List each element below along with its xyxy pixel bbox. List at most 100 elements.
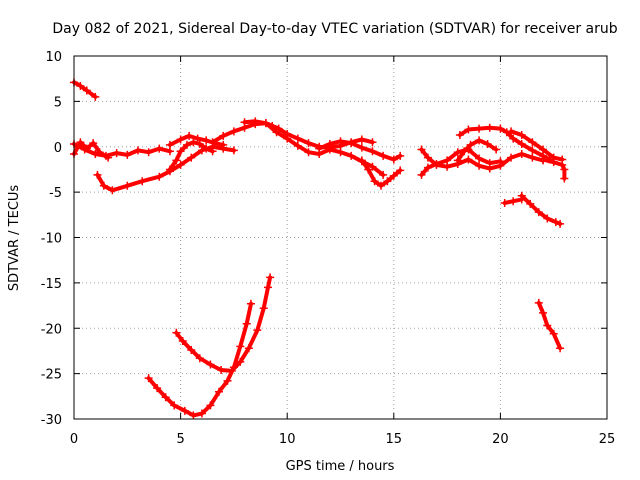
y-tick-label: -15	[41, 277, 62, 292]
data-point	[464, 125, 473, 134]
data-point	[82, 86, 91, 95]
data-point	[483, 140, 492, 149]
data-point	[528, 146, 537, 155]
y-tick-label: -20	[41, 322, 62, 337]
x-tick-label: 20	[492, 432, 509, 447]
data-point	[357, 156, 366, 165]
data-point	[417, 170, 426, 179]
data-point	[528, 138, 537, 147]
chart-title: Day 082 of 2021, Sidereal Day-to-day VTE…	[52, 21, 617, 37]
data-point	[475, 136, 484, 145]
data-point	[560, 165, 569, 174]
data-point	[182, 140, 191, 149]
data-point	[178, 336, 187, 345]
data-point	[347, 151, 356, 160]
data-point	[208, 138, 217, 147]
data-point	[517, 191, 526, 200]
data-point	[423, 163, 432, 172]
data-point	[165, 140, 174, 149]
data-point	[176, 160, 185, 169]
data-point	[304, 148, 313, 157]
data-point	[534, 208, 543, 217]
data-point	[264, 283, 273, 292]
data-point	[242, 319, 251, 328]
data-point	[370, 177, 379, 186]
data-point	[236, 342, 245, 351]
data-point	[155, 172, 164, 181]
x-tick-label: 0	[70, 432, 78, 447]
data-point	[133, 146, 142, 155]
data-point	[383, 177, 392, 186]
data-point	[293, 134, 302, 143]
data-point	[368, 138, 377, 147]
data-point	[368, 147, 377, 156]
data-point	[556, 219, 565, 228]
data-point	[214, 387, 223, 396]
data-point	[549, 329, 558, 338]
data-point	[475, 161, 484, 170]
data-point	[180, 406, 189, 415]
data-point	[509, 197, 518, 206]
data-point	[466, 140, 475, 149]
x-tick-label: 15	[386, 432, 403, 447]
data-point	[261, 119, 270, 128]
data-point	[377, 181, 386, 190]
series-arc-12	[417, 145, 505, 179]
series-line	[72, 142, 172, 158]
data-point	[336, 148, 345, 157]
series-arc-9	[315, 137, 405, 164]
data-point	[485, 159, 494, 168]
data-point	[227, 366, 236, 375]
data-point	[155, 144, 164, 153]
data-point	[556, 344, 565, 353]
data-point	[304, 139, 313, 148]
data-point	[195, 140, 204, 149]
data-point	[144, 374, 153, 383]
data-point	[475, 124, 484, 133]
data-point	[197, 409, 206, 418]
data-point	[357, 135, 366, 144]
data-point	[315, 144, 324, 153]
series-arc-20	[172, 273, 275, 375]
data-point	[325, 140, 334, 149]
data-point	[543, 321, 552, 330]
data-point	[240, 118, 249, 127]
data-point	[187, 153, 196, 162]
data-point	[272, 128, 281, 137]
data-point	[95, 148, 104, 157]
data-point	[246, 299, 255, 308]
data-point	[389, 155, 398, 164]
y-axis-label: SDTVAR / TECUs	[7, 185, 22, 292]
data-point	[423, 153, 432, 162]
x-axis-label: GPS time / hours	[286, 459, 395, 474]
data-point	[347, 139, 356, 148]
data-point	[153, 384, 162, 393]
data-point	[176, 147, 185, 156]
data-point	[187, 346, 196, 355]
data-point	[543, 214, 552, 223]
data-point	[507, 127, 516, 136]
data-point	[464, 155, 473, 164]
data-point	[170, 401, 179, 410]
data-point	[528, 153, 537, 162]
data-point	[229, 127, 238, 136]
data-point	[176, 135, 185, 144]
data-point	[206, 401, 215, 410]
x-tick-label: 5	[176, 432, 184, 447]
data-point	[283, 134, 292, 143]
data-point	[455, 130, 464, 139]
data-point	[208, 147, 217, 156]
data-point	[517, 130, 526, 139]
data-point	[123, 181, 132, 190]
series-line	[174, 275, 273, 373]
data-point	[517, 140, 526, 149]
data-point	[558, 160, 567, 169]
data-point	[91, 92, 100, 101]
data-point	[539, 155, 548, 164]
data-point	[229, 146, 238, 155]
data-point	[551, 218, 560, 227]
data-point	[76, 138, 85, 147]
x-tick-label: 10	[279, 432, 296, 447]
data-point	[368, 162, 377, 171]
data-point	[161, 393, 170, 402]
